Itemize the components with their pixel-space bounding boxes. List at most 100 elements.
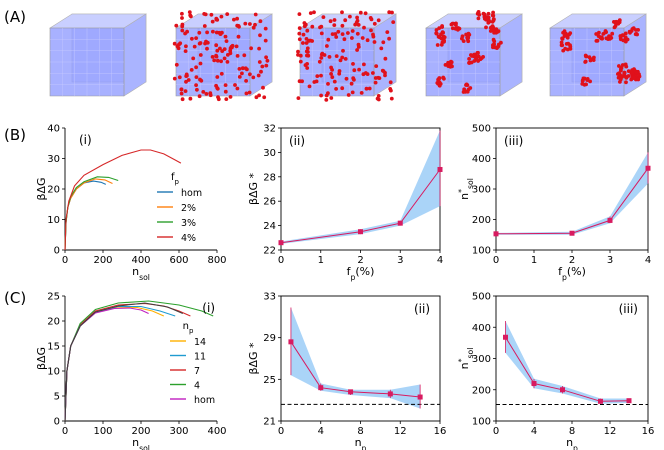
y-tick-label: 20 [47,317,60,328]
series-line-hom [64,307,149,422]
impurity-particle [434,31,439,36]
impurity-particle [583,59,588,64]
impurity-particle [376,75,381,80]
x-axis-label: nsol [132,265,150,282]
impurity-particle [340,10,344,15]
impurity-particle [260,64,265,69]
impurity-particle [235,54,240,58]
impurity-particle [326,91,330,96]
impurity-particle [465,35,470,40]
impurity-particle [349,81,354,86]
impurity-particle [228,51,233,56]
y-tick-label: 33 [263,292,276,303]
x-tick-label: 4 [318,426,324,437]
y-tick-label: 10 [47,367,60,378]
impurity-particle [327,55,332,59]
legend-label: hom [181,188,202,199]
data-point [397,220,403,226]
impurity-particle [257,60,262,64]
impurity-particle [319,31,324,36]
legend-label: 4% [181,233,196,244]
impurity-particle [342,37,347,42]
impurity-particle [340,55,345,60]
impurity-particle [303,63,308,67]
snapshot-box [172,10,274,102]
impurity-particle [484,17,489,21]
impurity-particle [325,44,329,48]
subpanel-label: (iii) [504,134,523,148]
impurity-particle [376,94,381,98]
impurity-particle [376,18,381,23]
impurity-particle [369,28,373,33]
impurity-particle [223,83,228,87]
impurity-particle [248,72,252,77]
impurity-particle [365,38,370,43]
impurity-particle [437,26,442,30]
impurity-particle [180,97,185,102]
impurity-particle [209,12,214,17]
impurity-particle [484,25,488,30]
impurity-particle [216,97,221,102]
impurity-particle [596,34,601,38]
legend-title: np [183,321,194,335]
impurity-particle [566,41,571,46]
impurity-particle [194,65,198,70]
impurity-particle [362,62,366,67]
impurity-particle [237,24,241,29]
impurity-particle [589,57,593,61]
impurity-particle [310,24,315,29]
impurity-particle [359,91,364,95]
impurity-particle [450,26,455,31]
data-point [503,334,508,340]
impurity-particle [187,10,192,14]
impurity-particle [248,22,252,26]
impurity-particle [174,23,179,28]
impurity-particle [340,86,345,91]
impurity-particle [351,62,355,66]
impurity-particle [619,67,623,71]
x-tick-label: 3 [607,255,613,266]
impurity-particle [204,39,208,44]
impurity-particle [184,79,188,84]
y-axis-label: n*sol [457,178,475,200]
impurity-particle [606,37,610,41]
impurity-particle [180,16,184,20]
impurity-particle [180,22,185,27]
impurity-particle [623,62,628,67]
impurity-particle [201,90,206,94]
x-tick-label: 1 [318,255,324,266]
impurity-particle [233,83,237,87]
impurity-particle [264,63,269,68]
impurity-particle [338,58,343,63]
impurity-particle [258,19,263,24]
impurity-particle [258,33,262,38]
series-line-hom [64,180,107,251]
impurity-particle [183,89,188,93]
snapshot-box [548,13,648,97]
y-tick-label: 500 [472,124,491,135]
impurity-particle [251,75,256,80]
impurity-particle [372,21,377,26]
y-tick-label: 300 [472,185,491,196]
impurity-particle [595,38,600,43]
impurity-particle [360,36,365,40]
x-tick-label: 0 [278,255,284,266]
impurity-particle [481,55,485,59]
impurity-particle [363,11,368,16]
x-tick-label: 300 [169,426,188,437]
impurity-particle [437,76,442,81]
impurity-particle [388,80,393,85]
impurity-particle [624,76,629,80]
impurity-particle [305,66,310,70]
impurity-particle [454,21,458,26]
y-tick-label: 21 [263,417,276,428]
impurity-particle [188,13,193,18]
impurity-particle [453,26,458,31]
impurity-particle [389,96,394,101]
data-point [531,381,537,386]
data-point [607,217,613,223]
impurity-particle [369,17,374,22]
impurity-particle [298,59,303,64]
data-point [278,240,284,246]
impurity-particle [383,73,387,78]
